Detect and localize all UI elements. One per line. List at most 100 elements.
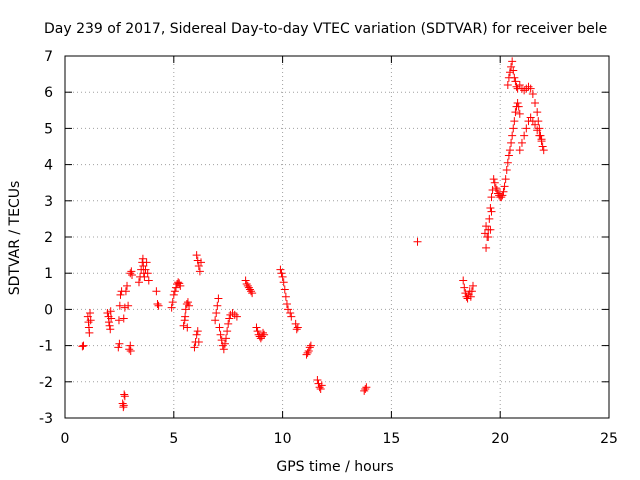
y-tick-label: 7 — [44, 49, 53, 65]
data-point — [232, 312, 241, 321]
data-point — [361, 385, 370, 394]
data-point — [119, 401, 128, 410]
data-point — [286, 309, 295, 318]
data-point — [500, 182, 509, 191]
data-point — [467, 287, 476, 296]
data-point — [154, 301, 163, 310]
data-point — [252, 323, 261, 332]
data-point — [515, 109, 524, 118]
data-point — [119, 314, 128, 323]
data-point — [413, 237, 422, 246]
data-point — [171, 283, 180, 292]
data-point — [212, 309, 221, 318]
data-point — [469, 281, 477, 290]
data-point — [524, 82, 533, 91]
data-point — [124, 301, 133, 310]
data-point — [120, 390, 129, 399]
data-point — [174, 278, 183, 287]
data-point — [256, 334, 265, 343]
y-tick-label: 4 — [44, 158, 53, 174]
data-point — [461, 289, 470, 298]
data-point — [528, 117, 537, 126]
data-point — [192, 251, 201, 260]
x-axis-label: GPS time / hours — [276, 459, 393, 475]
data-point — [510, 73, 519, 82]
data-point — [520, 86, 529, 95]
data-point — [248, 289, 257, 298]
data-point — [280, 285, 289, 294]
data-point — [215, 323, 224, 332]
data-point — [303, 348, 312, 357]
data-point — [502, 166, 511, 175]
data-point — [152, 287, 161, 296]
data-point — [317, 381, 326, 390]
y-tick-label: 6 — [44, 85, 53, 101]
data-point — [144, 276, 153, 285]
data-point — [362, 383, 371, 392]
data-point — [499, 187, 508, 196]
data-point — [284, 305, 293, 314]
data-point — [482, 222, 491, 231]
data-point — [490, 178, 499, 187]
grid-lines — [65, 56, 609, 418]
data-point — [120, 303, 129, 312]
data-point — [142, 258, 151, 267]
data-point — [276, 265, 285, 274]
data-point — [292, 325, 301, 334]
data-point — [253, 327, 262, 336]
data-point — [176, 281, 185, 290]
data-point — [86, 309, 95, 318]
data-point — [535, 124, 544, 133]
data-point — [526, 113, 535, 122]
data-point — [194, 337, 203, 346]
x-tick-label: 20 — [491, 431, 509, 447]
data-point — [241, 276, 250, 285]
data-point — [505, 68, 514, 77]
data-point — [520, 131, 529, 140]
data-point — [123, 281, 132, 290]
data-point — [79, 341, 88, 350]
data-point — [106, 307, 115, 316]
data-point — [287, 312, 296, 321]
data-point — [217, 336, 226, 345]
data-point — [466, 292, 475, 301]
data-point — [168, 298, 177, 307]
data-point — [304, 347, 313, 356]
data-point — [526, 84, 535, 93]
data-point — [316, 385, 325, 394]
data-point — [459, 276, 468, 285]
data-point — [211, 316, 220, 325]
data-point — [190, 343, 199, 352]
data-point — [138, 254, 147, 263]
data-point — [491, 184, 500, 193]
data-point — [537, 135, 546, 144]
data-point — [105, 321, 114, 330]
data-point — [116, 290, 125, 299]
chart-title: Day 239 of 2017, Sidereal Day-to-day VTE… — [44, 21, 607, 37]
data-point — [193, 256, 202, 265]
data-point — [508, 57, 517, 66]
data-point — [535, 131, 544, 140]
x-tick-label: 15 — [382, 431, 400, 447]
data-point — [507, 138, 516, 147]
data-point — [216, 330, 225, 339]
data-point — [531, 120, 540, 129]
y-axis-label: SDTVAR / TECUs — [7, 181, 23, 296]
data-point — [121, 287, 130, 296]
data-point — [487, 207, 496, 216]
data-point — [104, 318, 113, 327]
data-point — [517, 138, 526, 147]
data-point — [278, 272, 287, 281]
data-point — [513, 99, 522, 108]
data-point — [170, 287, 179, 296]
data-point — [315, 383, 324, 392]
data-point — [460, 283, 469, 292]
data-point — [510, 117, 519, 126]
data-point — [509, 66, 518, 75]
data-point — [260, 330, 269, 339]
data-point — [247, 287, 256, 296]
data-point — [306, 341, 315, 350]
data-point — [192, 330, 201, 339]
data-point — [86, 316, 95, 325]
data-point — [282, 299, 291, 308]
